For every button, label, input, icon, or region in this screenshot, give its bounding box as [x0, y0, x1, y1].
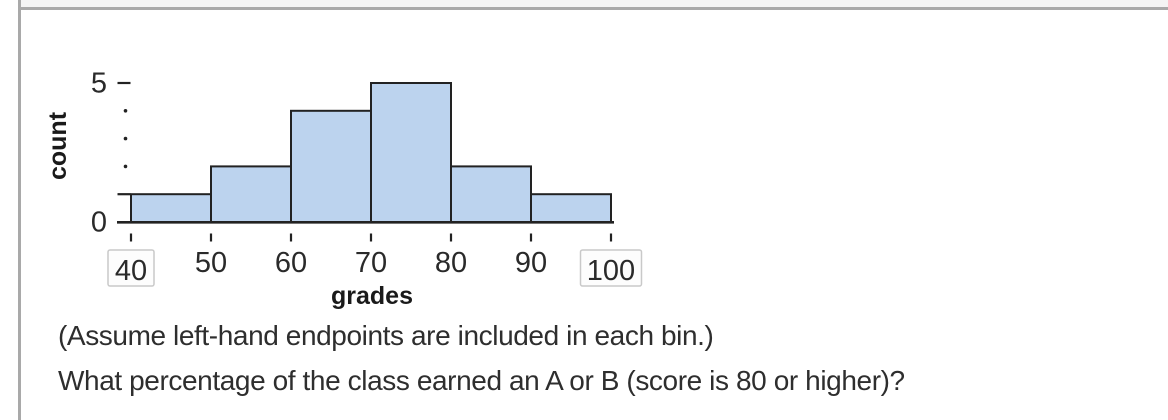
y-tick-dot [123, 109, 128, 113]
y-tick-dot [123, 164, 128, 169]
histogram-bar [530, 193, 612, 223]
left-border [18, 0, 21, 420]
y-tick-label: 5 [91, 68, 107, 100]
y-axis-title: count [44, 111, 72, 180]
histogram-bar [210, 165, 292, 223]
boxed-tick-frame [107, 249, 155, 287]
histogram-bar [370, 82, 452, 223]
grades-histogram: 40 50 60 70 80 90 100 0 5 grades count [44, 68, 643, 310]
question-prompt: What percentage of the class earned an A… [58, 365, 905, 396]
x-axis-title: grades [331, 282, 413, 310]
top-border [21, 0, 1168, 10]
x-tick-label: 90 [515, 247, 547, 279]
x-tick-label: 50 [195, 247, 227, 279]
boxed-tick-frame [579, 249, 643, 287]
x-tick-label: 40 [115, 255, 147, 287]
x-tick-label: 80 [435, 247, 467, 279]
x-tick-label: 100 [587, 255, 635, 287]
x-tick-label: 70 [355, 247, 387, 279]
y-tick-label: 0 [91, 207, 107, 239]
histogram-bar [450, 165, 532, 223]
histogram-bar [290, 109, 372, 223]
assumption-note: (Assume left-hand endpoints are included… [58, 320, 714, 351]
histogram-bar [130, 193, 212, 223]
y-tick-dot [123, 136, 128, 141]
x-tick-label: 60 [275, 247, 307, 279]
